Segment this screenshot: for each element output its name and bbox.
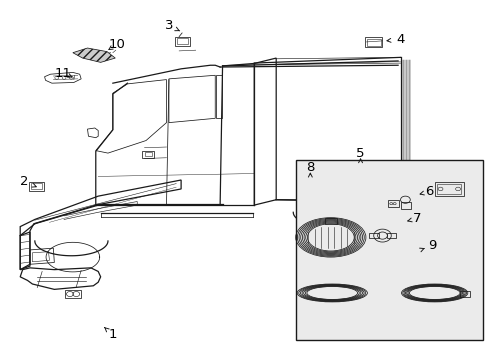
Bar <box>459 291 469 297</box>
Bar <box>434 182 463 196</box>
Bar <box>29 182 43 191</box>
Text: 5: 5 <box>356 147 364 159</box>
Bar <box>400 202 410 209</box>
Text: 2: 2 <box>20 175 28 188</box>
Polygon shape <box>73 48 115 62</box>
Text: 11: 11 <box>55 67 71 80</box>
Bar <box>387 201 398 207</box>
Bar <box>295 160 483 339</box>
Bar <box>142 150 154 158</box>
Text: 8: 8 <box>305 161 314 174</box>
Bar <box>175 37 189 45</box>
Text: 6: 6 <box>425 185 433 198</box>
Bar <box>144 152 152 156</box>
Text: 10: 10 <box>108 38 125 51</box>
Bar <box>65 291 81 298</box>
Bar <box>368 233 378 238</box>
Bar <box>386 233 395 238</box>
Text: 4: 4 <box>396 33 404 46</box>
Bar <box>177 38 187 44</box>
Bar <box>365 37 382 47</box>
Text: 9: 9 <box>427 239 435 252</box>
Bar <box>436 184 461 194</box>
Text: 7: 7 <box>412 212 421 225</box>
Text: 3: 3 <box>164 19 173 32</box>
Bar <box>366 39 380 46</box>
Bar <box>325 218 336 224</box>
Text: 1: 1 <box>108 328 117 341</box>
Bar <box>31 183 41 189</box>
